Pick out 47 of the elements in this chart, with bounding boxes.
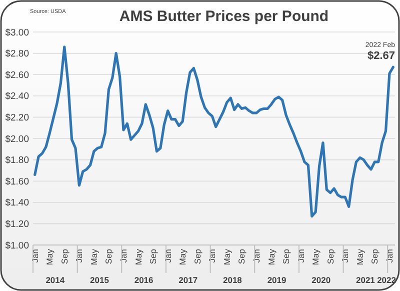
- x-tick-label: May: [88, 248, 99, 266]
- x-tick-label: Sep: [104, 248, 114, 264]
- x-tick-label: May: [354, 248, 365, 266]
- x-tick-label: Jan: [384, 248, 394, 263]
- text: 2022: [377, 275, 396, 285]
- chart-title: AMS Butter Prices per Pound: [119, 8, 329, 25]
- text: 2016: [134, 275, 154, 285]
- x-tick-label: Jan: [207, 248, 218, 263]
- x-tick-label: Sep: [192, 248, 202, 264]
- x-tick-label: May: [178, 248, 188, 266]
- y-tick-label: $2.60: [5, 70, 29, 81]
- x-tick-label: May: [44, 248, 55, 266]
- x-tick-label: Sep: [370, 248, 380, 264]
- annotation: $2.67: [367, 50, 395, 62]
- x-tick-label: Jan: [296, 248, 306, 263]
- x-tick-label: Sep: [281, 248, 292, 264]
- y-tick-label: $1.40: [5, 198, 29, 209]
- y-tick-label: $3.00: [5, 27, 29, 38]
- y-tick-label: $1.80: [5, 155, 29, 166]
- x-tick-label: May: [133, 248, 144, 266]
- x-tick-label: May: [310, 248, 321, 266]
- x-tick-label: Sep: [59, 248, 70, 264]
- y-tick-label: $2.00: [5, 134, 29, 145]
- x-tick-label: Jan: [162, 248, 173, 263]
- text: 2014: [46, 275, 65, 285]
- line-series: [34, 46, 394, 218]
- y-tick-label: $2.80: [5, 48, 29, 60]
- x-tick-label: Jan: [118, 248, 128, 263]
- x-tick-label: Jan: [74, 248, 84, 263]
- y-tick-label: $2.40: [5, 91, 29, 102]
- text: 2021: [356, 275, 376, 285]
- x-tick-label: Sep: [325, 248, 336, 264]
- x-tick-label: Jan: [340, 248, 350, 263]
- y-tick-label: $1.20: [5, 219, 29, 230]
- text: 2020: [312, 275, 331, 285]
- text: 2019: [267, 275, 287, 285]
- y-tick-label: $1.60: [5, 176, 29, 188]
- text: 2015: [90, 275, 110, 285]
- x-tick-label: Sep: [236, 248, 247, 264]
- x-tick-label: Jan: [251, 248, 262, 263]
- y-tick-label: $1.00: [5, 240, 29, 252]
- x-tick-label: May: [266, 248, 276, 266]
- text: 2017: [178, 275, 198, 285]
- text: 2018: [223, 275, 242, 285]
- y-tick-label: $2.20: [5, 112, 29, 124]
- x-tick-label: May: [222, 248, 232, 266]
- x-tick-label: Sep: [148, 248, 158, 264]
